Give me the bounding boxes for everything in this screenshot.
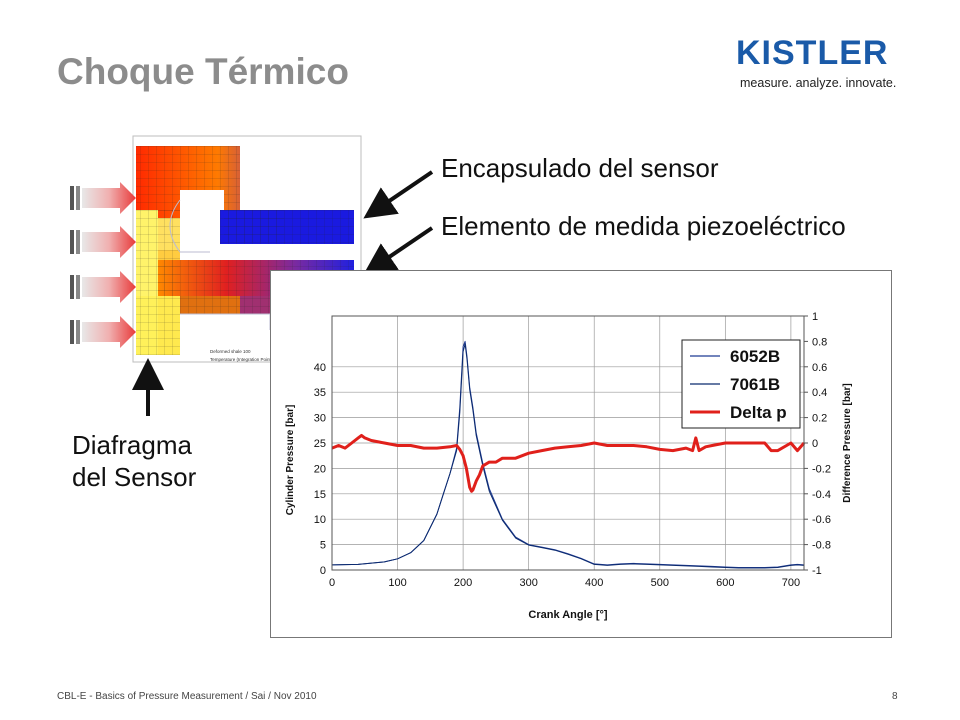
y2-tick-label: -0.2 xyxy=(812,463,831,475)
arrow-to-piezo-element xyxy=(363,226,434,275)
x-tick-label: 200 xyxy=(454,577,472,589)
x-tick-label: 400 xyxy=(585,577,603,589)
series-line-7061b xyxy=(331,343,805,569)
label-diaphragm-line1: Diafragma xyxy=(72,430,192,460)
heat-arrow xyxy=(70,271,136,303)
y2-tick-label: -0.8 xyxy=(812,540,831,552)
y2-axis-label: Difference Pressure [bar] xyxy=(842,383,853,503)
page-number: 8 xyxy=(892,691,898,702)
fea-caption-2: Temperature (Integration Point) xyxy=(210,357,273,362)
legend-label-delta: Delta p xyxy=(730,403,787,422)
sensor-fea-illustration: Deformed shale 100 Temperature (Integrat… xyxy=(70,135,362,363)
y-tick-label: 20 xyxy=(314,463,326,475)
y-tick-label: 30 xyxy=(314,413,326,425)
logo-tagline: measure. analyze. innovate. xyxy=(740,76,897,90)
pressure-chart: 0 100 200 300 400 500 600 7000510152025303540-1… xyxy=(270,270,892,638)
y-tick-label: 40 xyxy=(314,362,326,374)
label-diaphragm-line2: del Sensor xyxy=(72,462,197,492)
chart-legend: 6052B 7061B Delta p xyxy=(681,339,801,429)
series-line-delta-p xyxy=(331,433,806,493)
y2-tick-label: -0.4 xyxy=(812,489,831,501)
y-axis-label: Cylinder Pressure [bar] xyxy=(285,405,296,516)
y-tick-label: 15 xyxy=(314,489,326,501)
legend-label-7061B: 7061B xyxy=(730,375,780,394)
y2-tick-label: 0.2 xyxy=(812,413,827,425)
heat-arrows xyxy=(70,182,136,348)
slide-title: Choque Térmico xyxy=(57,51,349,92)
y2-tick-label: -0.6 xyxy=(812,514,831,526)
x-tick-label: 300 xyxy=(519,577,537,589)
y2-tick-label: 0.8 xyxy=(812,336,827,348)
plot-area-border xyxy=(331,315,805,571)
kistler-logo: KISTLER measure. analyze. innovate. xyxy=(736,36,911,96)
x-axis-label: Crank Angle [°] xyxy=(528,609,608,621)
fea-caption-1: Deformed shale 100 xyxy=(210,349,251,354)
y2-tick-label: -1 xyxy=(812,565,822,577)
y-tick-label: 35 xyxy=(314,387,326,399)
logo-wordmark: KISTLER xyxy=(736,34,889,72)
y-tick-label: 25 xyxy=(314,438,326,450)
legend-label-6052B: 6052B xyxy=(730,347,780,366)
heat-arrow xyxy=(70,226,136,258)
y2-tick-label: 0 xyxy=(812,438,818,450)
x-tick-label: 700 xyxy=(782,577,800,589)
arrow-to-housing xyxy=(363,170,434,219)
x-tick-label: 500 xyxy=(651,577,669,589)
heat-arrow xyxy=(70,316,136,348)
x-tick-label: 600 xyxy=(716,577,734,589)
y-tick-label: 10 xyxy=(314,514,326,526)
y-tick-label: 5 xyxy=(320,540,326,552)
footer-text: CBL-E - Basics of Pressure Measurement /… xyxy=(57,691,317,702)
label-piezo-element: Elemento de medida piezoeléctrico xyxy=(441,211,846,241)
heat-arrow xyxy=(70,182,136,214)
y2-tick-label: 1 xyxy=(812,311,818,323)
y2-tick-label: 0.6 xyxy=(812,362,827,374)
label-sensor-housing: Encapsulado del sensor xyxy=(441,153,719,183)
y2-tick-label: 0.4 xyxy=(812,387,827,399)
chart-frame xyxy=(270,270,892,638)
x-tick-label: 100 xyxy=(388,577,406,589)
x-tick-label: 0 xyxy=(329,577,335,589)
y-tick-label: 0 xyxy=(320,565,326,577)
